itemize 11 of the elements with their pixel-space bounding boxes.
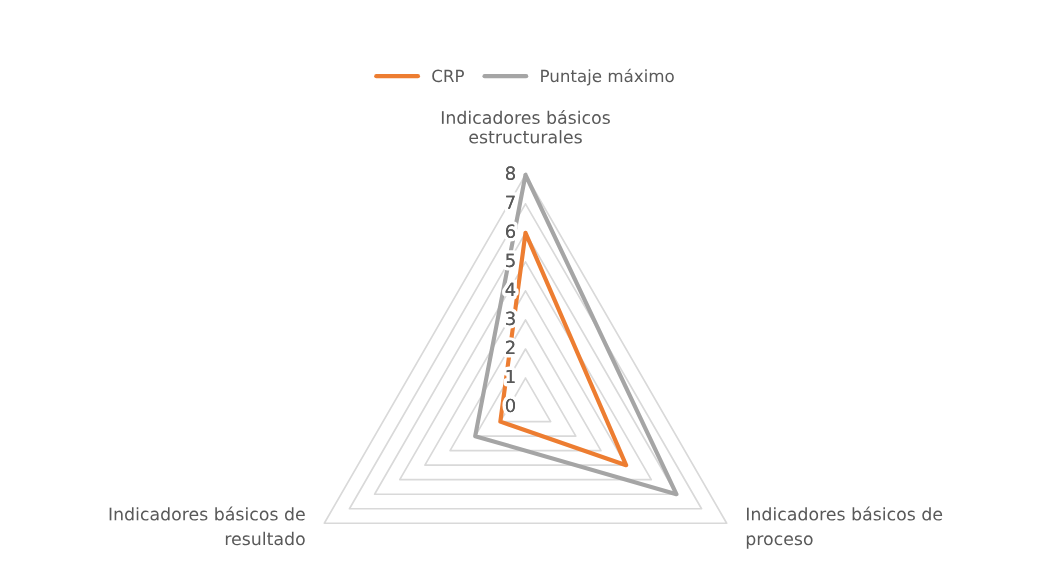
y-tick-label: 8: [505, 166, 515, 181]
y-tick-label: 6: [505, 224, 516, 239]
spoke-label: Indicadores básicos de resultado: [109, 506, 305, 546]
spoke-label: Indicadores básicos estructurales: [441, 109, 610, 144]
legend-label: Puntaje máximo: [541, 68, 674, 86]
y-tick-label: 5: [506, 253, 515, 268]
y-tick-label: 0: [505, 398, 516, 413]
y-tick-label: 7: [506, 195, 515, 209]
legend-label: CRP: [432, 69, 464, 83]
spoke-label: Indicadores básicos de proceso: [746, 506, 943, 549]
y-tick-label: 4: [505, 282, 516, 296]
